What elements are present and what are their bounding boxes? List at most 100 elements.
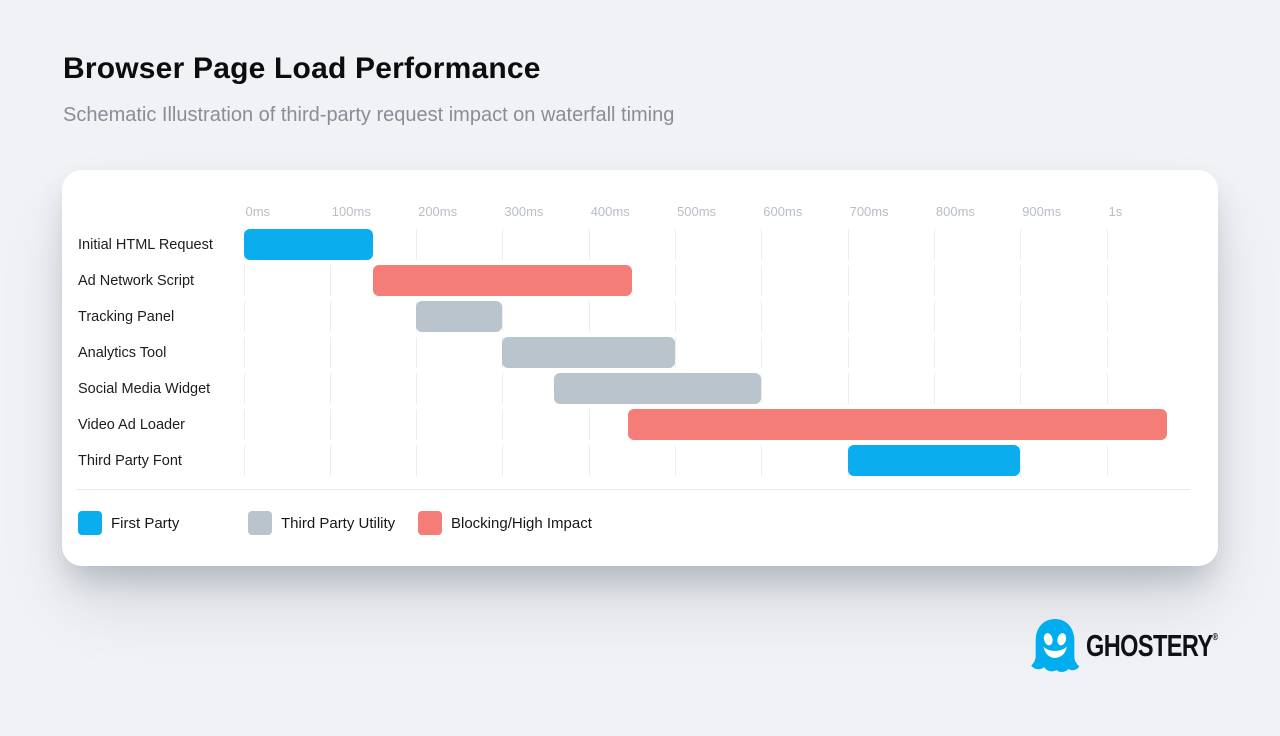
legend-divider (76, 489, 1190, 490)
gridline-segment (1106, 301, 1108, 332)
waterfall-bar (627, 409, 1167, 440)
gridline-segment (329, 265, 331, 296)
gridline-segment (243, 337, 245, 368)
gridline-segment (675, 337, 676, 368)
chart-row: Ad Network Script (62, 263, 1218, 299)
gridline-segment (1106, 373, 1108, 404)
legend-item: First Party (78, 507, 248, 539)
gridline-segment (847, 301, 849, 332)
chart-row: Third Party Font (62, 443, 1218, 479)
waterfall-bar (416, 301, 503, 332)
legend-label: Third Party Utility (281, 514, 396, 532)
ghostery-wordmark: GHOSTERY® (1086, 628, 1219, 663)
gridline-segment (329, 445, 331, 476)
gridline-segment (416, 409, 418, 440)
gridline-segment (243, 265, 245, 296)
legend-swatch (78, 511, 102, 535)
axis-tick-label: 400ms (590, 204, 630, 219)
chart-row: Initial HTML Request (62, 227, 1218, 263)
gridline-segment (1020, 301, 1022, 332)
waterfall-bar (502, 337, 675, 368)
gridline-segment (1020, 337, 1022, 368)
gridline-segment (761, 301, 763, 332)
gridline-segment (675, 445, 676, 476)
axis-tick-label: 0ms (245, 204, 271, 219)
legend-swatch (248, 511, 272, 535)
legend-item: Third Party Utility (248, 507, 418, 539)
chart-row: Video Ad Loader (62, 407, 1218, 443)
row-label: Tracking Panel (78, 309, 175, 325)
gridline-segment (416, 445, 418, 476)
page-subtitle: Schematic Illustration of third-party re… (63, 104, 675, 126)
chart-row: Analytics Tool (62, 335, 1218, 371)
gridline-segment (933, 301, 935, 332)
gridline-segment (588, 445, 590, 476)
axis-tick-label: 900ms (1022, 204, 1062, 219)
gridline-segment (1020, 373, 1022, 404)
legend-label: First Party (111, 514, 180, 532)
gridline-segment (243, 301, 245, 332)
axis-tick-label: 700ms (849, 204, 889, 219)
gridline-segment (847, 265, 849, 296)
gridline-segment (416, 337, 418, 368)
gridline-segment (675, 265, 676, 296)
gridline-segment (588, 301, 590, 332)
row-label: Initial HTML Request (78, 237, 213, 253)
axis-tick-label: 100ms (331, 204, 371, 219)
gridline-segment (761, 373, 763, 404)
gridline-segment (675, 229, 676, 260)
registered-trademark: ® (1212, 632, 1219, 643)
page-title: Browser Page Load Performance (63, 52, 541, 85)
gridline-segment (933, 337, 935, 368)
waterfall-bar (372, 265, 632, 296)
waterfall-bar (847, 445, 1021, 476)
gridline-segment (243, 373, 245, 404)
waterfall-chart-card: 0ms 100ms 200ms 300ms 400ms 500ms 600ms 700ms 80… (62, 170, 1218, 566)
legend-label: Blocking/High Impact (451, 514, 592, 532)
time-axis: 0ms 100ms 200ms 300ms 400ms 500ms 600ms 700ms 80… (62, 204, 1218, 220)
gridline-segment (1020, 445, 1022, 476)
gridline-segment (502, 373, 504, 404)
gridline-segment (502, 301, 504, 332)
gridline-segment (329, 337, 331, 368)
gridline-segment (243, 445, 245, 476)
axis-tick-label: 1s (1108, 204, 1123, 219)
gridline-segment (675, 301, 676, 332)
row-label: Third Party Font (78, 453, 182, 469)
axis-tick-label: 200ms (418, 204, 458, 219)
row-label: Social Media Widget (78, 381, 211, 397)
chart-row: Tracking Panel (62, 299, 1218, 335)
axis-tick-label: 300ms (504, 204, 544, 219)
gridline-segment (933, 265, 935, 296)
row-label: Ad Network Script (78, 273, 195, 289)
legend-item: Blocking/High Impact (418, 507, 592, 539)
axis-tick-label: 500ms (677, 204, 717, 219)
axis-tick-label: 800ms (935, 204, 975, 219)
gridline-segment (502, 229, 504, 260)
gridline-segment (1020, 265, 1022, 296)
gridline-segment (847, 373, 849, 404)
row-label: Video Ad Loader (78, 417, 185, 433)
gridline-segment (502, 409, 504, 440)
gridline-segment (1106, 265, 1108, 296)
waterfall-bar (243, 229, 373, 260)
gridline-segment (761, 337, 763, 368)
gridline-segment (933, 373, 935, 404)
gridline-segment (761, 265, 763, 296)
gridline-segment (1106, 337, 1108, 368)
gridline-segment (761, 445, 763, 476)
gridline-segment (502, 445, 504, 476)
gridline-segment (1106, 445, 1108, 476)
gridline-segment (588, 229, 590, 260)
chart-row: Social Media Widget (62, 371, 1218, 407)
gridline-segment (1020, 229, 1022, 260)
axis-tick-label: 600ms (763, 204, 803, 219)
gridline-segment (847, 337, 849, 368)
gridline-segment (416, 373, 418, 404)
ghostery-ghost-icon (1031, 619, 1080, 672)
legend-swatch (418, 511, 442, 535)
row-label: Analytics Tool (78, 345, 167, 361)
chart-legend: First Party Third Party Utility Blocking/H… (78, 507, 592, 539)
waterfall-bar (554, 373, 762, 404)
gridline-segment (243, 409, 245, 440)
